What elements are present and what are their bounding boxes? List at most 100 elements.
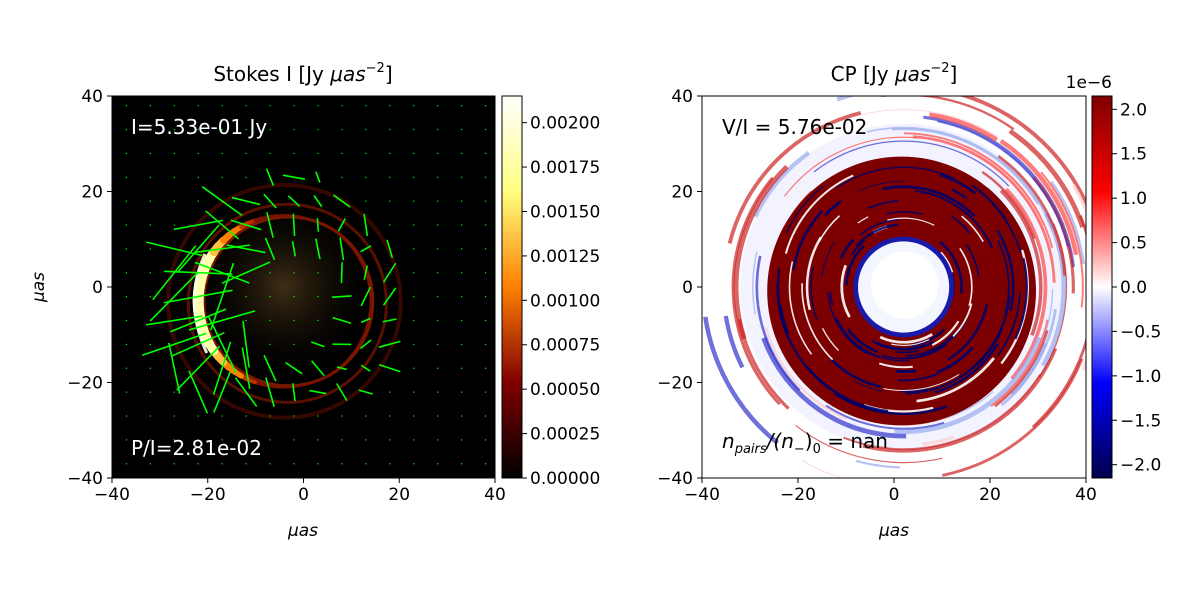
pol-tick (339, 237, 345, 261)
pol-tick (145, 315, 203, 326)
stokes-i-title: Stokes I [Jy μas−2] (213, 61, 392, 86)
pol-grid-dot (484, 128, 487, 131)
colorbar-tick-label: 0.5 (1120, 234, 1147, 254)
pol-tick (234, 377, 258, 407)
x-tick-label: 0 (298, 485, 309, 505)
pol-grid-dot (317, 128, 319, 131)
pol-tick (382, 318, 397, 323)
pol-grid-dot (293, 439, 295, 441)
pol-grid-dot (149, 343, 151, 345)
pol-grid-dot (460, 343, 463, 345)
pol-grid-dot (293, 105, 295, 107)
polarization-ticks (141, 168, 401, 414)
pol-grid-dot (173, 200, 175, 202)
pol-grid-dot (245, 296, 247, 298)
pol-grid-dot (413, 128, 415, 131)
pol-grid-dot (125, 367, 128, 369)
x-tick-label: 20 (979, 485, 1001, 505)
pol-grid-dot (293, 343, 295, 345)
y-tick-label: −20 (657, 374, 693, 394)
pol-grid-dot (149, 463, 151, 465)
y-tick-label: 0 (682, 278, 693, 298)
pol-tick (141, 332, 207, 357)
pol-grid-dot (173, 176, 175, 178)
pol-tick (314, 238, 321, 260)
pol-grid-dot (484, 272, 487, 274)
pol-tick (173, 219, 223, 231)
pol-grid-dot (245, 319, 247, 322)
pol-grid-dot (365, 176, 367, 178)
pol-grid-dot (437, 367, 439, 369)
pol-grid-dot (365, 105, 367, 107)
pol-grid-dot (221, 463, 223, 465)
pol-tick (146, 241, 203, 257)
pol-grid-dot (484, 248, 487, 250)
pol-grid-dot (293, 272, 295, 274)
pol-grid-dot (484, 319, 487, 322)
pol-tick (263, 193, 277, 209)
pol-tick (382, 287, 397, 306)
pol-grid-dot (460, 224, 463, 226)
pol-grid-dot (413, 439, 415, 441)
cp-vi-annotation: V/I = 5.76e-02 (722, 115, 867, 139)
pol-tick (266, 211, 274, 238)
stokes-i-total-flux: I=5.33e-01 Jy (131, 115, 267, 139)
pol-grid-dot (389, 105, 391, 107)
pol-grid-dot (221, 152, 223, 154)
x-tick-label: 0 (889, 485, 900, 505)
pol-tick (336, 383, 348, 402)
pol-tick (194, 261, 250, 284)
pol-grid-dot (125, 248, 128, 250)
pol-grid-dot (365, 463, 367, 465)
pol-grid-dot (149, 105, 151, 107)
stokes-i-y-ticks: 40 20 0 −20 −40 (67, 87, 112, 489)
pol-grid-dot (149, 439, 151, 441)
pol-grid-dot (460, 296, 463, 298)
pol-grid-dot (125, 391, 128, 393)
pol-grid-dot (269, 272, 271, 274)
pol-grid-dot (365, 152, 367, 154)
pol-tick (163, 289, 233, 304)
pol-grid-dot (413, 463, 415, 465)
pol-grid-dot (149, 200, 151, 202)
pol-grid-dot (221, 176, 223, 178)
pol-grid-dot (269, 415, 271, 417)
pol-grid-dot (317, 463, 319, 465)
pol-grid-dot (437, 200, 439, 202)
pol-grid-dot (293, 463, 295, 465)
colorbar-tick-label: −0.5 (1120, 322, 1161, 342)
pol-tick (176, 224, 220, 274)
pol-grid-dot (293, 152, 295, 154)
pol-grid-dot (484, 224, 487, 226)
pol-grid-dot (413, 296, 415, 298)
pol-grid-dot (173, 224, 175, 226)
x-tick-label: 20 (388, 485, 410, 505)
pol-grid-dot (484, 463, 487, 465)
pol-grid-dot (413, 272, 415, 274)
colorbar-tick-label: 0.00150 (530, 202, 600, 222)
pol-grid-dot (269, 343, 271, 345)
pol-tick (386, 239, 394, 258)
pol-tick (231, 196, 261, 206)
pol-grid-dot (460, 439, 463, 441)
pol-grid-dot (173, 105, 175, 107)
pol-grid-dot (221, 128, 223, 131)
pol-grid-dot (389, 463, 391, 465)
pol-tick (340, 262, 343, 284)
pol-tick (363, 265, 369, 280)
pol-tick (263, 354, 277, 382)
colorbar-tick-label: −1.0 (1120, 367, 1161, 387)
pol-tick (282, 174, 306, 180)
pol-grid-dot (125, 176, 128, 178)
pol-grid-dot (317, 319, 319, 322)
pol-grid-dot (125, 105, 128, 107)
pol-tick (242, 320, 250, 368)
pol-tick (313, 194, 323, 208)
pol-grid-dot (245, 152, 247, 154)
pol-grid-dot (317, 415, 319, 417)
pol-tick (360, 245, 372, 253)
pol-tick (309, 389, 327, 395)
pol-grid-dot (173, 152, 175, 154)
pol-grid-dot (437, 152, 439, 154)
pol-grid-dot (413, 367, 415, 369)
